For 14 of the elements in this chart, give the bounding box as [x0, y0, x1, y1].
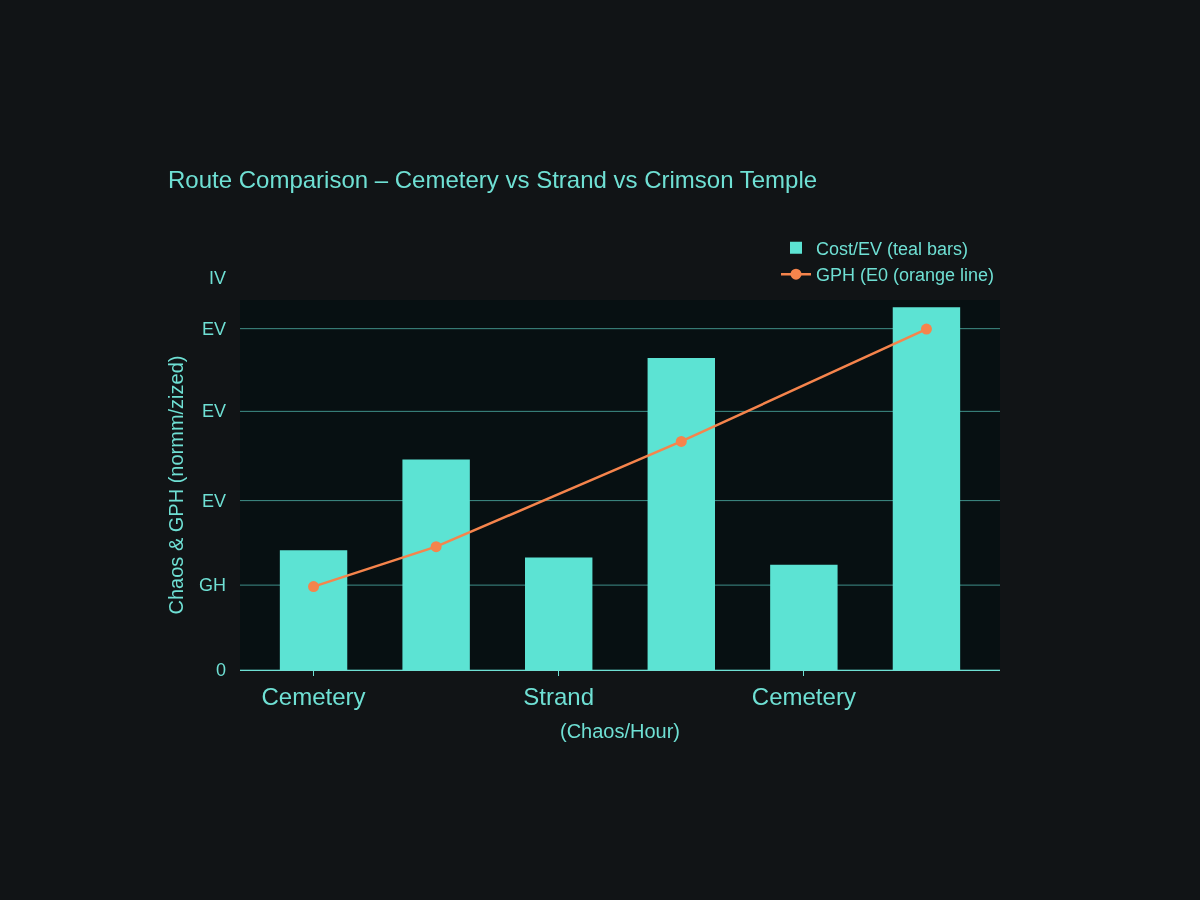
x-tick-label: Cemetery — [751, 682, 856, 710]
ref-line-label: EV — [202, 491, 227, 511]
y-axis-title: Chaos & GPH (normm/zized) — [164, 355, 187, 615]
x-tick-label: Strand — [523, 682, 595, 710]
chart-title: Route Comparison – Cemetery vs Strand vs Crimson Temple — [168, 165, 818, 193]
ref-line-label: EV — [202, 319, 227, 339]
legend-label: Cost/EV (teal bars) — [816, 238, 969, 259]
ref-line-label: GH — [199, 575, 226, 595]
x-tick-label: Cemetery — [261, 682, 366, 710]
ref-line-label: EV — [202, 401, 227, 421]
x-axis-title: (Chaos/Hour) — [559, 720, 681, 743]
ref-line-label: 0 — [216, 660, 227, 680]
text: IV — [209, 268, 227, 288]
legend-label: GPH (E0 (orange line) — [816, 265, 995, 286]
